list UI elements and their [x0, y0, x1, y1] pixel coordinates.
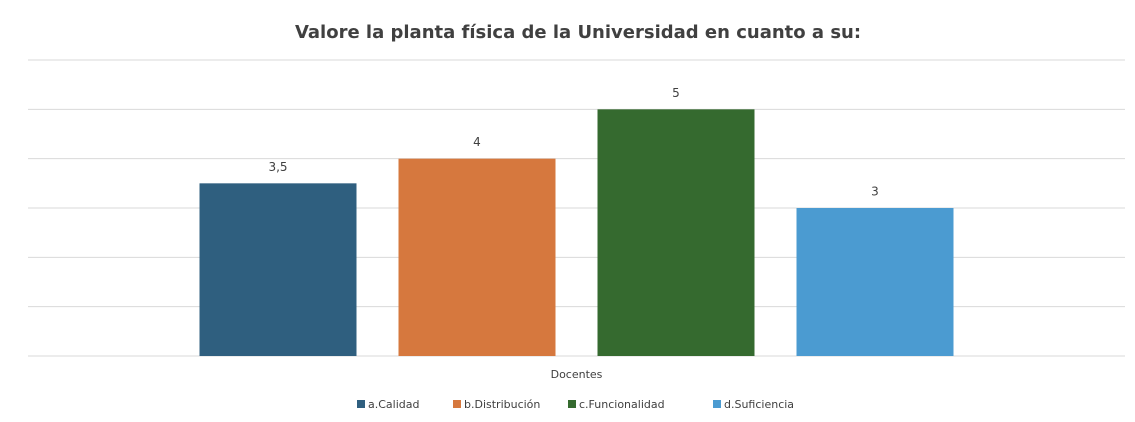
bar [597, 109, 755, 356]
legend-swatch [568, 400, 576, 408]
legend-label: d.Suficiencia [724, 398, 794, 411]
chart-title: Valore la planta física de la Universida… [295, 22, 861, 43]
legend-swatch [713, 400, 721, 408]
data-label: 3,5 [268, 160, 287, 174]
bar [398, 158, 556, 356]
bar [199, 183, 357, 356]
data-label: 5 [672, 86, 680, 100]
legend-label: c.Funcionalidad [579, 398, 665, 411]
data-label: 4 [473, 135, 481, 149]
x-tick-label: Docentes [551, 368, 603, 381]
data-label: 3 [871, 185, 879, 199]
legend-label: b.Distribución [464, 398, 540, 411]
bar [796, 208, 954, 356]
legend-label: a.Calidad [368, 398, 419, 411]
legend-swatch [453, 400, 461, 408]
legend-swatch [357, 400, 365, 408]
